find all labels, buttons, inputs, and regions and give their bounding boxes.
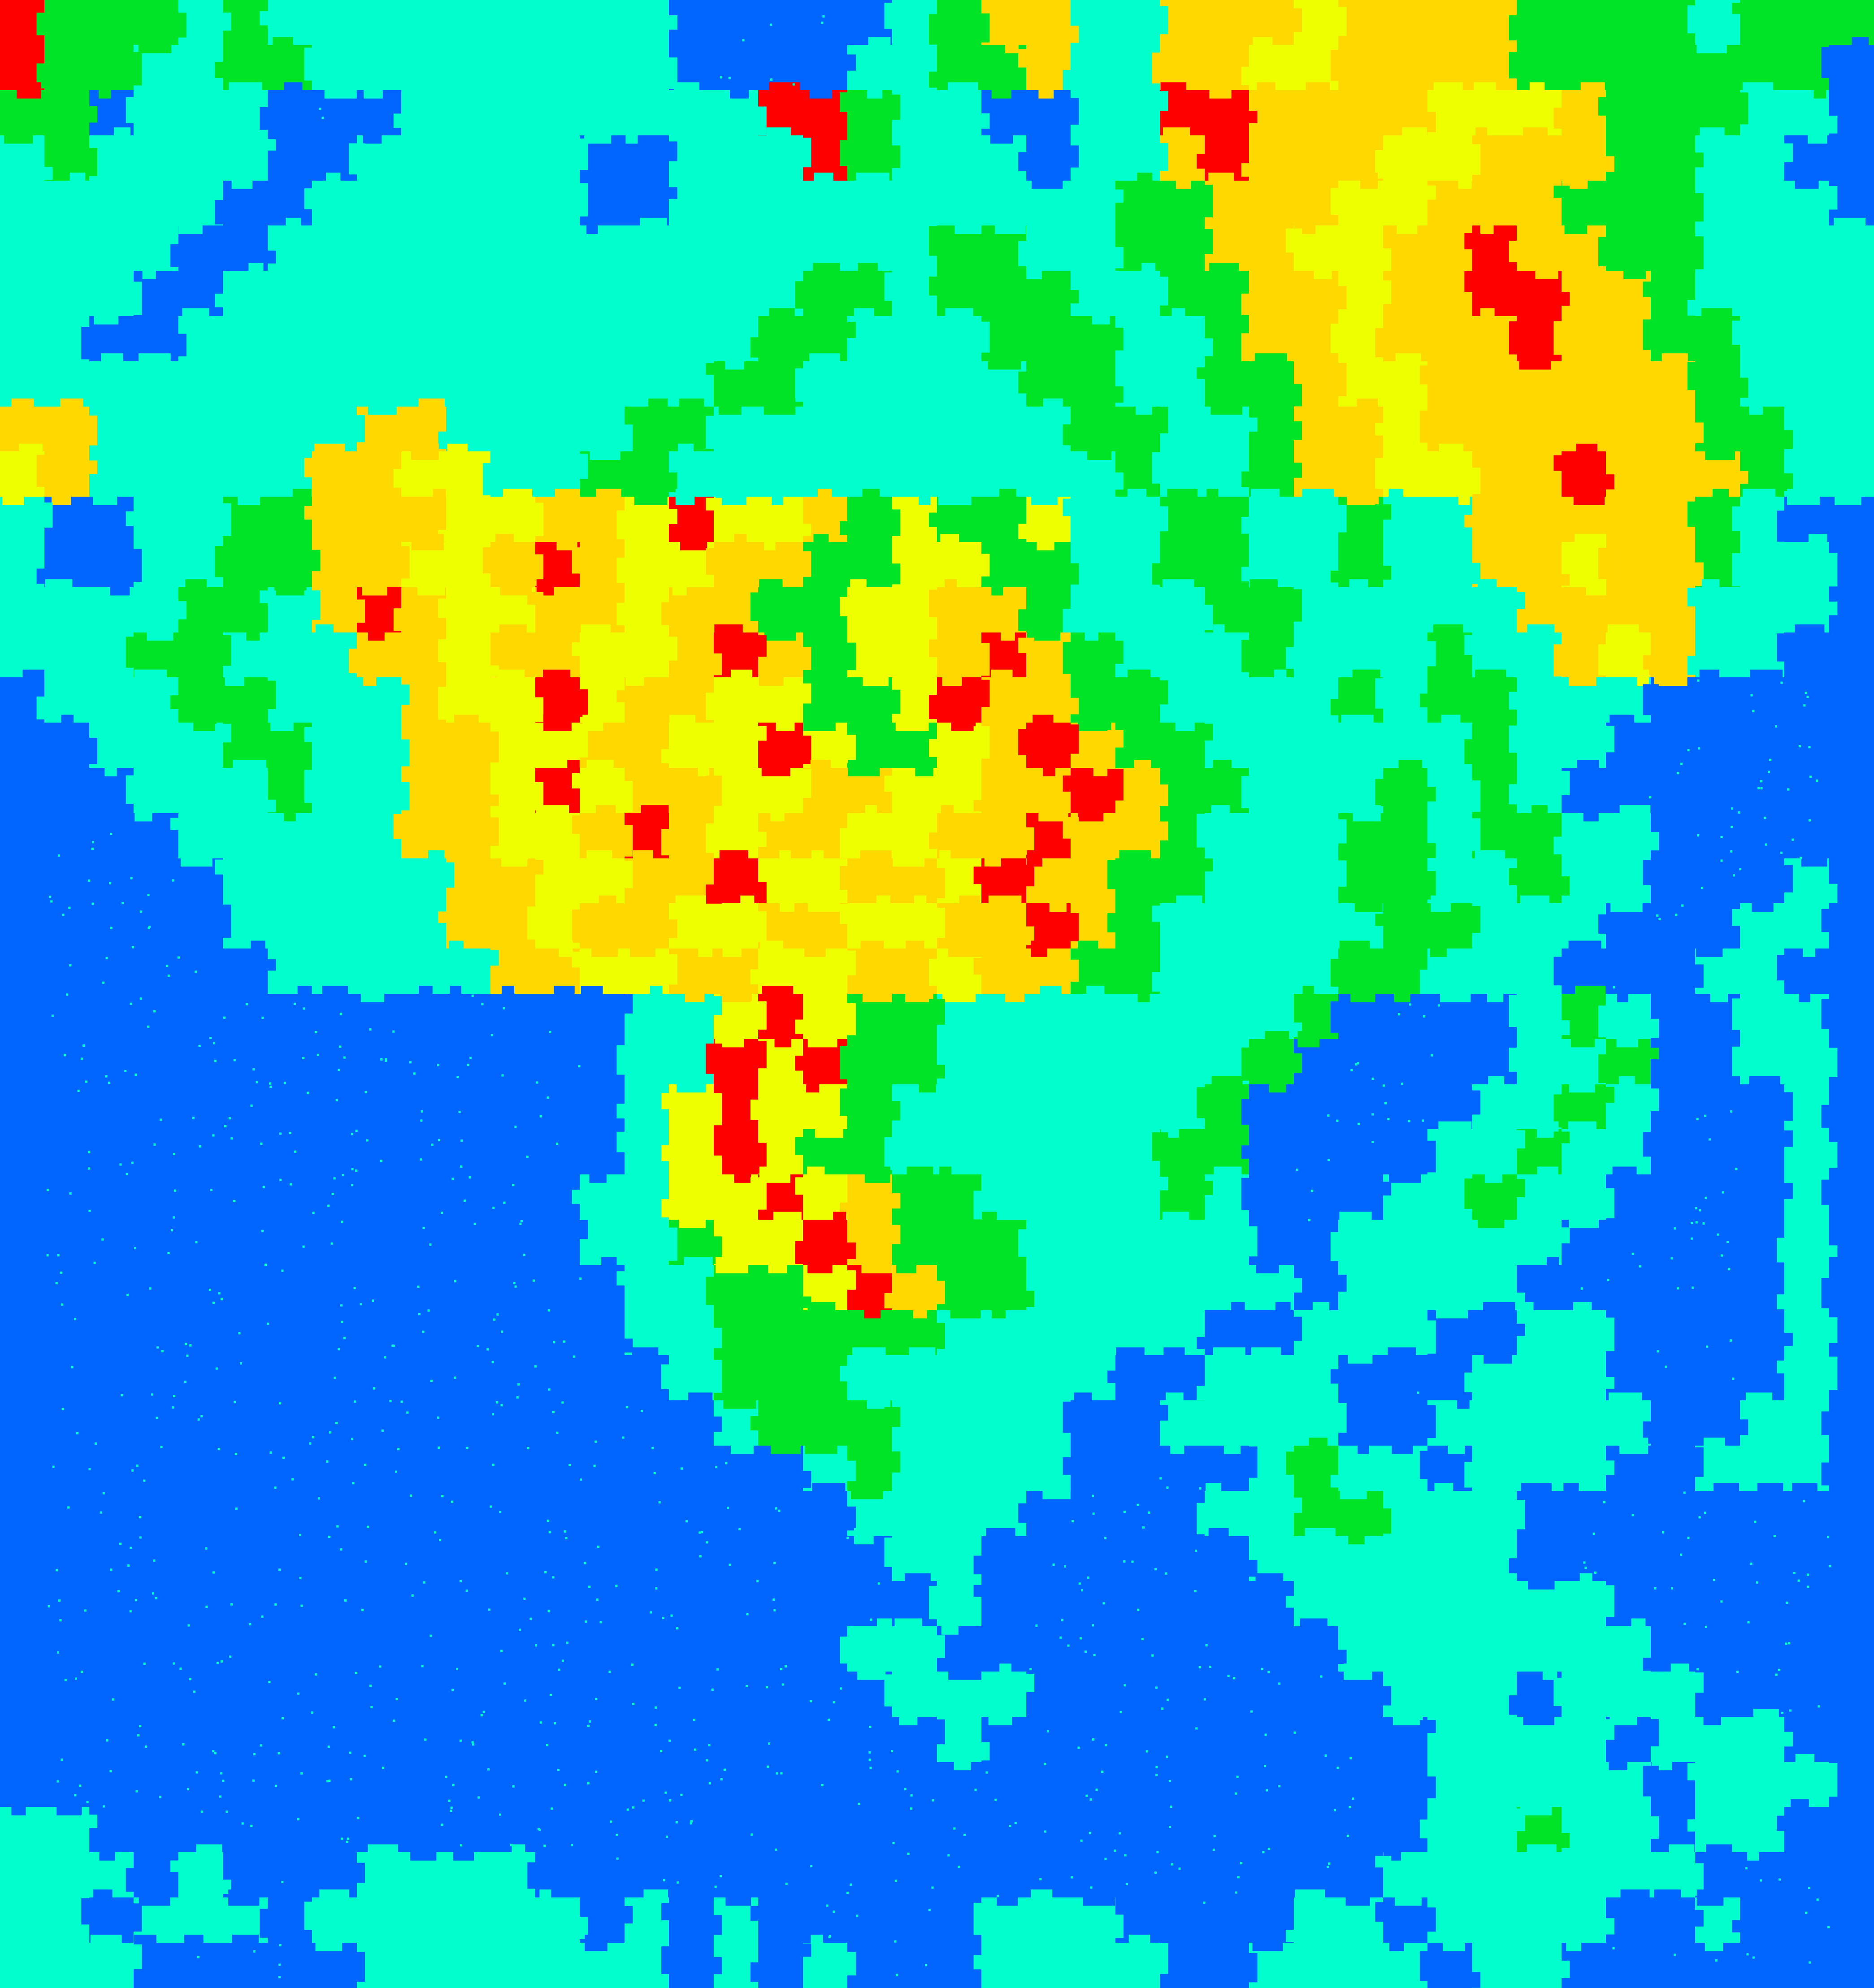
map-raster-canvas (0, 0, 1874, 1988)
satellite-classification-map (0, 0, 1874, 1988)
